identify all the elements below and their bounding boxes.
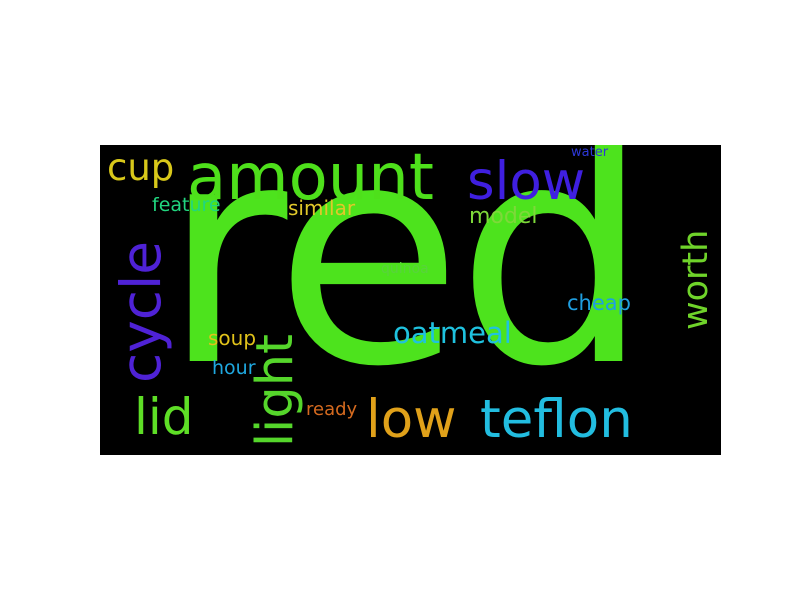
word-amount: amount [187,145,434,215]
word-cycle: cycle [109,240,173,383]
word-hour: hour [212,357,256,379]
word-cheap: cheap [567,291,631,315]
word-soup: soup [208,326,257,350]
word-worth: worth [676,229,716,330]
word-red: red [162,145,650,433]
word-model: model [469,204,538,229]
word-oatmeal: oatmeal [393,316,512,350]
word-ready: ready [306,399,358,420]
word-lid: lid [134,388,194,446]
word-slow: slow [467,151,586,212]
word-water: water [571,145,609,160]
word-cup: cup [107,146,175,189]
word-feature: feature [152,194,221,216]
word-light: light [246,333,305,447]
word-similar: similar [288,196,356,220]
word-quinoa: quinoa [381,261,429,277]
word-teflon: teflon [480,389,633,450]
word-cloud: red amount slow cup cycle light worth li… [100,145,721,455]
word-low: low [366,389,457,450]
